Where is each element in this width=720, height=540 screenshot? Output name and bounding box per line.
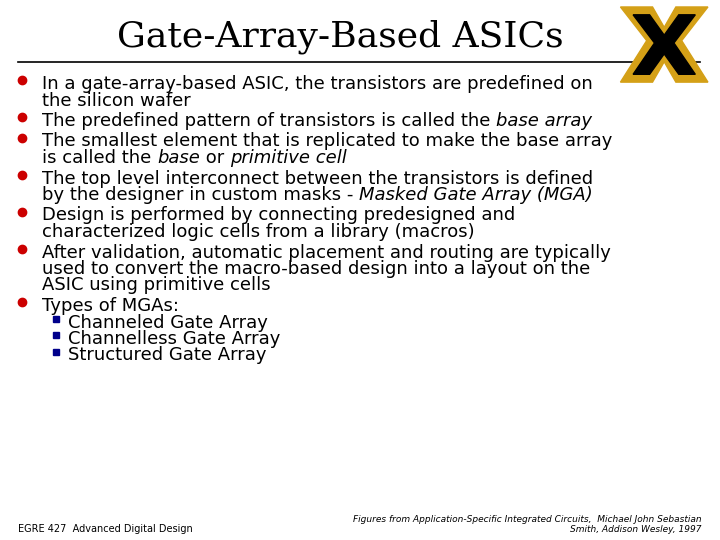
Text: ASIC using primitive cells: ASIC using primitive cells bbox=[42, 276, 271, 294]
Text: Structured Gate Array: Structured Gate Array bbox=[68, 347, 266, 364]
Text: The top level interconnect between the transistors is defined: The top level interconnect between the t… bbox=[42, 170, 593, 187]
Text: base: base bbox=[157, 149, 200, 167]
Text: or: or bbox=[200, 149, 230, 167]
Text: Types of MGAs:: Types of MGAs: bbox=[42, 297, 179, 315]
Text: Channelless Gate Array: Channelless Gate Array bbox=[68, 330, 280, 348]
Text: Figures from Application-Specific Integrated Circuits,  Michael John Sebastian
S: Figures from Application-Specific Integr… bbox=[354, 515, 702, 534]
Text: In a gate-array-based ASIC, the transistors are predefined on: In a gate-array-based ASIC, the transist… bbox=[42, 75, 593, 93]
Text: The predefined pattern of transistors is called the: The predefined pattern of transistors is… bbox=[42, 112, 496, 130]
Text: primitive cell: primitive cell bbox=[230, 149, 346, 167]
Text: After validation, automatic placement and routing are typically: After validation, automatic placement an… bbox=[42, 244, 611, 261]
Text: EGRE 427  Advanced Digital Design: EGRE 427 Advanced Digital Design bbox=[18, 524, 193, 534]
Text: used to convert the macro-based design into a layout on the: used to convert the macro-based design i… bbox=[42, 260, 590, 278]
Text: base array: base array bbox=[496, 112, 592, 130]
Text: Gate-Array-Based ASICs: Gate-Array-Based ASICs bbox=[117, 20, 563, 54]
Text: characterized logic cells from a library (macros): characterized logic cells from a library… bbox=[42, 223, 474, 241]
Text: Design is performed by connecting predesigned and: Design is performed by connecting predes… bbox=[42, 206, 516, 225]
Text: The smallest element that is replicated to make the base array: The smallest element that is replicated … bbox=[42, 132, 613, 151]
Polygon shape bbox=[621, 7, 708, 82]
Text: Channeled Gate Array: Channeled Gate Array bbox=[68, 314, 268, 332]
Text: by the designer in custom masks -: by the designer in custom masks - bbox=[42, 186, 359, 204]
Text: the silicon wafer: the silicon wafer bbox=[42, 91, 191, 110]
Polygon shape bbox=[633, 15, 696, 75]
Text: Masked Gate Array (MGA): Masked Gate Array (MGA) bbox=[359, 186, 593, 204]
Text: is called the: is called the bbox=[42, 149, 157, 167]
